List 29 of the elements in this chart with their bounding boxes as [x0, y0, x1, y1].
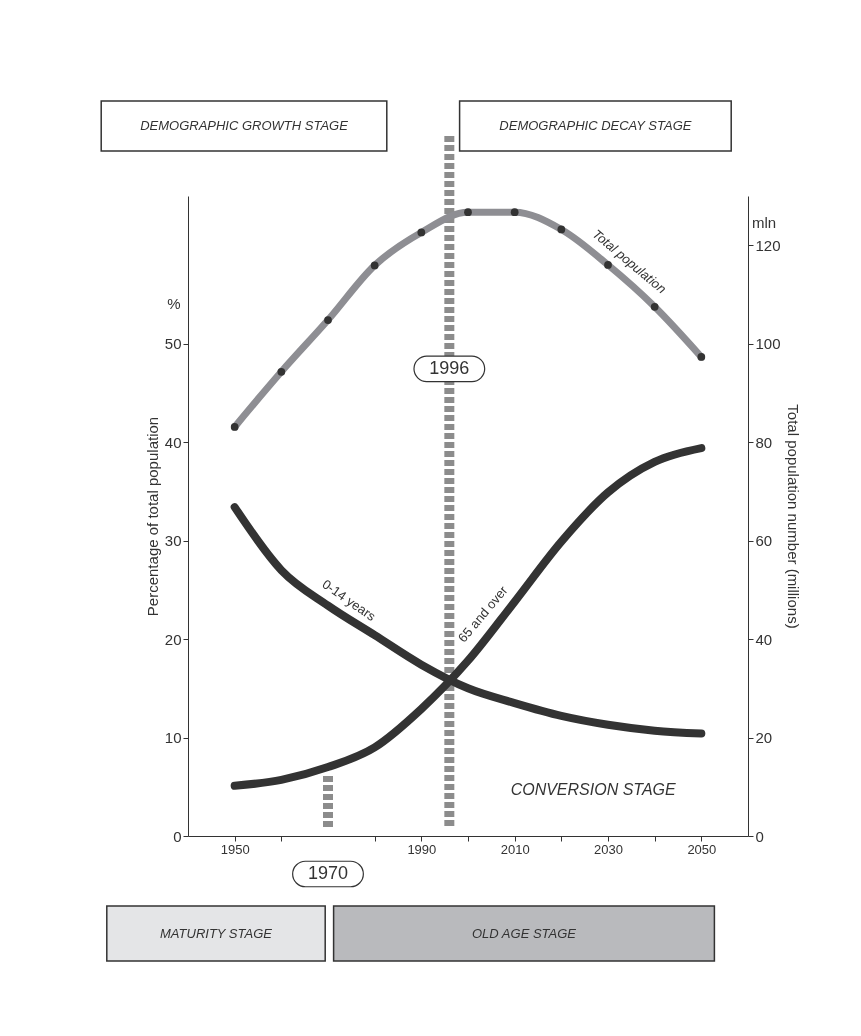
text: DEMOGRAPHIC GROWTH STAGE — [140, 118, 349, 133]
text: DEMOGRAPHIC DECAY STAGE — [499, 118, 692, 133]
y2-tick-label: 0 — [755, 827, 764, 845]
text: MATURITY STAGE — [160, 925, 273, 941]
y2-tick-label: 80 — [755, 433, 773, 451]
y2-tick-label: 60 — [755, 532, 773, 550]
y-tick-label: 20 — [164, 630, 182, 648]
y-tick-label: 10 — [164, 729, 182, 747]
ref-line-label: 1996 — [429, 357, 470, 378]
y-tick-label: 0 — [173, 827, 182, 845]
y-tick-label: 40 — [164, 433, 182, 451]
y2-tick-label: 40 — [755, 630, 773, 648]
y-tick-label: 50 — [164, 335, 182, 353]
y2-tick-label: 120 — [755, 236, 781, 254]
text: OLD AGE STAGE — [471, 925, 577, 941]
y-tick-label: 30 — [164, 532, 182, 550]
y2-tick-label: 20 — [755, 729, 773, 747]
x-tick-label: 1950 — [220, 841, 250, 857]
x-tick-label: 2050 — [687, 841, 717, 857]
ref-line-label: 1970 — [307, 863, 349, 883]
y2-tick-label: 100 — [755, 335, 781, 353]
x-tick-label: 2010 — [500, 841, 530, 857]
x-tick-label: 1990 — [407, 841, 437, 857]
annotation: CONVERSION STAGE — [510, 781, 677, 798]
text: mln — [751, 214, 777, 232]
y-axis-title: Percentage of total population — [143, 416, 161, 617]
y2-axis-title: Total population number (millions) — [784, 404, 802, 629]
x-tick-label: 2030 — [594, 841, 623, 857]
text: % — [167, 294, 181, 312]
